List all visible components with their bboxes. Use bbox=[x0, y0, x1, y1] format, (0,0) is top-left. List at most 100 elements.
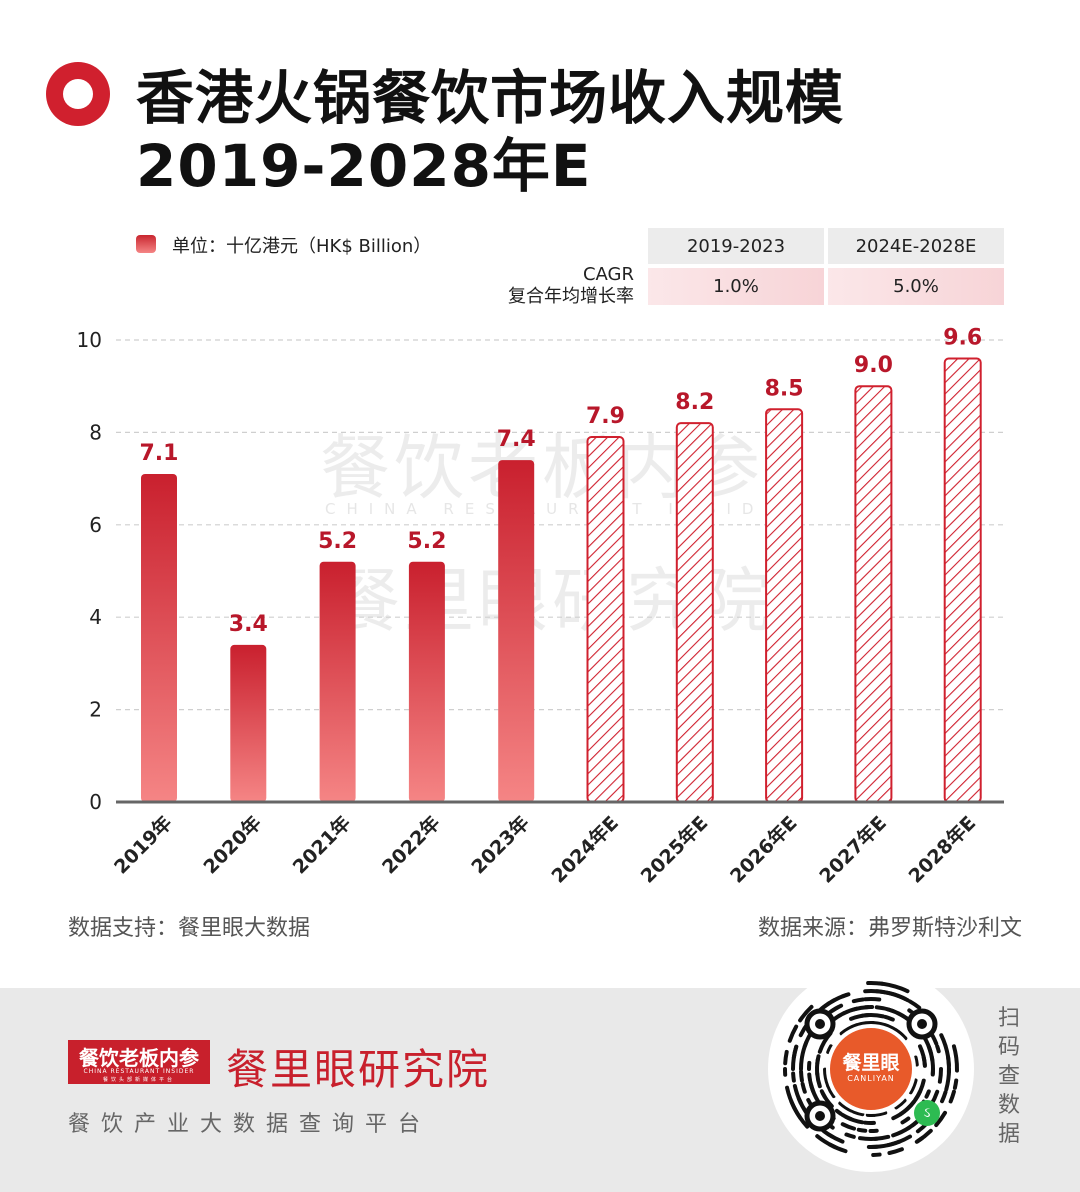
qr-arc bbox=[787, 1024, 799, 1043]
qr-arc bbox=[893, 1028, 908, 1041]
scan-prompt: 扫码查数据 bbox=[997, 1006, 1020, 1147]
qr-arc bbox=[913, 1055, 919, 1067]
cagr-period-header-2: 2024E-2028E bbox=[828, 228, 1004, 264]
legend-swatch bbox=[136, 235, 156, 253]
qr-arc bbox=[834, 1108, 843, 1116]
forecast-bar bbox=[943, 357, 982, 803]
x-tick-label: 2020年 bbox=[199, 811, 266, 878]
subtitle-line: 2019-2028年E bbox=[136, 132, 592, 200]
y-tick-label: 0 bbox=[89, 790, 102, 814]
page-title: 香港火锅餐饮市场收入规模 2019-2028年E bbox=[136, 64, 844, 200]
qr-finder-dot bbox=[815, 1019, 825, 1029]
qr-arc bbox=[800, 1081, 807, 1094]
brand-logo-box: 餐饮老板内参 CHINA RESTAURANT INSIDER 餐饮头部新媒体平… bbox=[68, 1040, 210, 1084]
qr-arc bbox=[921, 1055, 927, 1067]
qr-arc bbox=[914, 1136, 925, 1144]
qr-arc bbox=[897, 994, 908, 1001]
brand-box-subtitle: CHINA RESTAURANT INSIDER bbox=[83, 1068, 195, 1075]
qr-arc bbox=[877, 981, 903, 991]
cagr-value-2: 5.0% bbox=[828, 268, 1004, 305]
brand-box-subtitle2: 餐饮头部新媒体平台 bbox=[102, 1077, 175, 1083]
qr-arc bbox=[815, 1134, 837, 1150]
qr-arc bbox=[940, 1089, 948, 1104]
qr-arc bbox=[844, 1132, 856, 1139]
qr-arc bbox=[934, 1110, 947, 1128]
qr-arc bbox=[908, 999, 922, 1010]
qr-arc bbox=[951, 1044, 959, 1059]
x-tick-label: 2026年E bbox=[725, 811, 801, 887]
qr-finder-dot bbox=[917, 1019, 927, 1029]
x-tick-label: 2027年E bbox=[815, 811, 891, 887]
data-source-note: 数据来源：弗罗斯特沙利文 bbox=[757, 916, 1022, 941]
qr-arc bbox=[821, 1129, 834, 1139]
data-label: 7.4 bbox=[497, 427, 536, 452]
x-tick-label: 2023年 bbox=[467, 811, 534, 878]
brand-box-title: 餐饮老板内参 bbox=[79, 1046, 199, 1070]
qr-arc bbox=[858, 1136, 879, 1141]
qr-arc bbox=[946, 1055, 951, 1075]
qr-arc bbox=[823, 1067, 831, 1088]
data-label: 8.2 bbox=[675, 390, 714, 415]
qr-arc bbox=[891, 1125, 912, 1138]
qr-arc bbox=[815, 1054, 821, 1066]
qr-arc bbox=[952, 1078, 959, 1090]
qr-arc bbox=[792, 1083, 803, 1105]
forecast-bar bbox=[854, 385, 893, 803]
y-tick-label: 6 bbox=[89, 513, 102, 537]
qr-center-logo: 餐里眼 CANLIYAN bbox=[826, 1024, 916, 1114]
qr-arc bbox=[935, 1044, 941, 1054]
x-tick-label: 2019年 bbox=[109, 811, 176, 878]
x-tick-label: 2021年 bbox=[288, 811, 355, 878]
qr-arc bbox=[791, 1044, 799, 1060]
brand-tagline: 餐饮产业大数据查询平台 bbox=[68, 1112, 432, 1137]
x-tick-label: 2022年 bbox=[377, 811, 444, 878]
qr-arc bbox=[808, 1080, 816, 1094]
qr-arc bbox=[851, 1109, 865, 1117]
qr-arc bbox=[830, 1005, 841, 1013]
qr-arc bbox=[908, 1078, 918, 1095]
qr-arc bbox=[860, 1013, 886, 1019]
qr-logo-title: 餐里眼 bbox=[842, 1052, 900, 1074]
data-support-note: 数据支持：餐里眼大数据 bbox=[68, 916, 311, 941]
qr-finder-dot bbox=[815, 1111, 825, 1121]
data-label: 9.0 bbox=[854, 353, 893, 378]
qr-arc bbox=[954, 1055, 959, 1073]
qr-arc bbox=[887, 1147, 904, 1155]
x-tick-label: 2025年E bbox=[636, 811, 712, 887]
qr-arc bbox=[930, 1033, 939, 1046]
forecast-bar bbox=[675, 422, 714, 803]
x-tick-label: 2028年E bbox=[904, 811, 980, 887]
cagr-period-header-1: 2019-2023 bbox=[648, 228, 824, 264]
qr-arc bbox=[840, 1112, 854, 1122]
unit-label: 单位：十亿港元（HK$ Billion） bbox=[172, 236, 432, 257]
actual-bar bbox=[498, 460, 535, 802]
x-tick-label: 2024年E bbox=[547, 811, 623, 887]
qr-arc bbox=[783, 1049, 789, 1066]
mini-program-icon: ઽ bbox=[914, 1100, 940, 1126]
qr-logo-subtitle: CANLIYAN bbox=[847, 1074, 895, 1083]
actual-bar bbox=[141, 473, 177, 802]
qr-arc bbox=[819, 1089, 827, 1099]
qr-arc bbox=[894, 1098, 907, 1110]
qr-arc bbox=[948, 1089, 956, 1104]
y-tick-label: 2 bbox=[89, 698, 102, 722]
qr-arc bbox=[840, 992, 851, 999]
data-label: 5.2 bbox=[318, 529, 357, 554]
qr-arc bbox=[785, 1085, 797, 1110]
cagr-value-1: 1.0% bbox=[648, 268, 824, 305]
data-label: 8.5 bbox=[765, 376, 804, 401]
forecast-bar bbox=[586, 436, 625, 804]
actual-bar bbox=[319, 561, 356, 802]
qr-arc bbox=[937, 1067, 943, 1084]
qr-arc bbox=[807, 1072, 813, 1083]
qr-arc bbox=[900, 1116, 911, 1125]
actual-bar bbox=[408, 561, 445, 802]
brand-name: 餐里眼研究院 bbox=[226, 1045, 491, 1094]
data-label: 3.4 bbox=[229, 612, 268, 637]
qr-arc bbox=[798, 1004, 814, 1023]
cagr-label-line2: 复合年均增长率 bbox=[508, 286, 634, 307]
qr-arc bbox=[840, 1122, 857, 1131]
qr-arc bbox=[838, 1101, 854, 1113]
qr-arc bbox=[939, 1033, 948, 1048]
data-label: 7.9 bbox=[586, 404, 625, 429]
